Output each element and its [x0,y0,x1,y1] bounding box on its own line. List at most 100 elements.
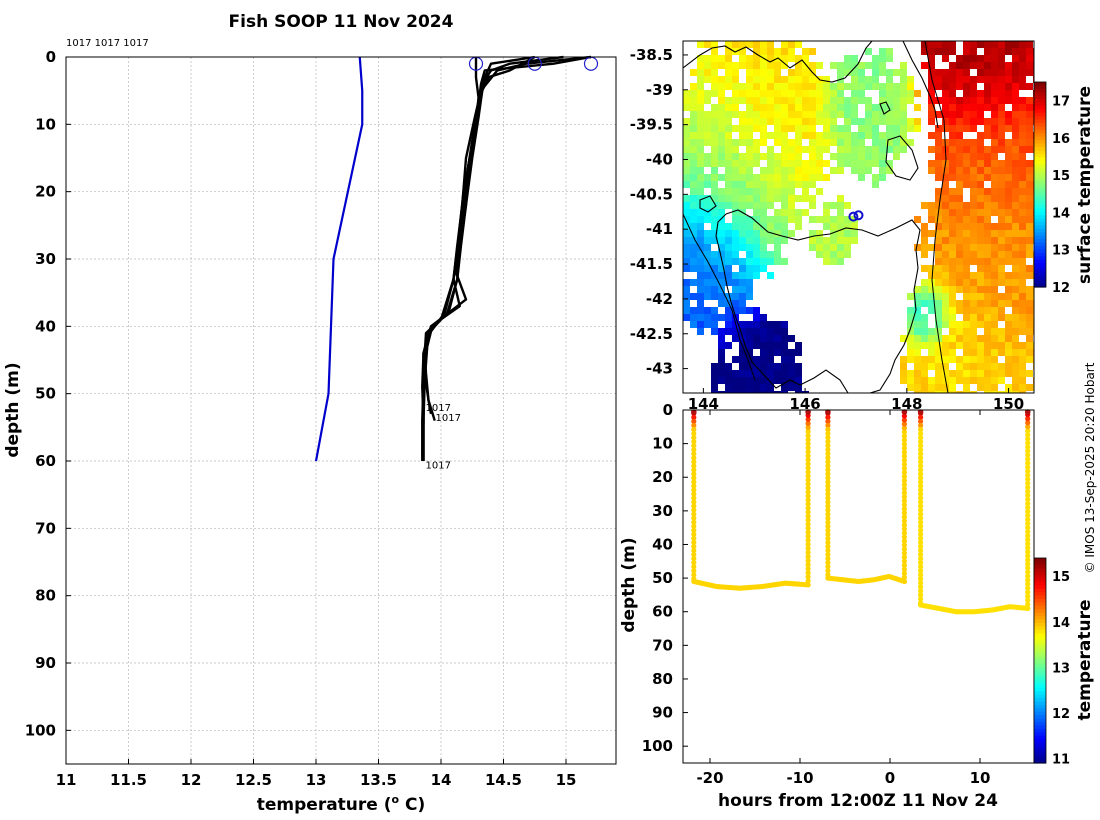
sst-cell [816,160,823,167]
sst-cell [1005,258,1012,265]
sst-cell [718,216,725,223]
profile-x-label-degree: o [392,793,400,806]
sst-cell [753,118,760,125]
sst-cell [851,132,858,139]
sst-cell [823,216,830,223]
timeseries-point [691,535,697,542]
sst-cell [1012,293,1019,300]
sst-cell [998,174,1005,181]
sst-cell [970,258,977,265]
timeseries-y-tick-label: 0 [663,401,673,419]
sst-cell [788,335,795,342]
sst-cell [739,195,746,202]
sst-cell [809,160,816,167]
sst-cell [865,111,872,118]
sst-cell [725,307,732,314]
sst-cell [718,76,725,83]
sst-cell [991,384,998,391]
sst-cell [851,76,858,83]
sst-cell [949,258,956,265]
sst-cell [802,118,809,125]
sst-cell [900,97,907,104]
sst-cell [879,104,886,111]
sst-cell [767,335,774,342]
sst-cell [977,181,984,188]
sst-cell [704,118,711,125]
sst-cell [1012,69,1019,76]
sst-cell [935,48,942,55]
sst-cell [998,181,1005,188]
sst-cell [970,174,977,181]
sst-cell [949,111,956,118]
sst-cell [1026,132,1033,139]
timeseries-point [918,539,924,546]
timeseries-point [901,514,908,520]
sst-cell [725,111,732,118]
sst-cell [697,132,704,139]
timeseries-point [1025,424,1031,430]
timeseries-point [918,467,924,473]
sst-cell [753,321,760,328]
sst-cell [725,293,732,300]
sst-cell [767,69,774,76]
sst-cell [753,97,760,104]
sst-cell [935,230,942,237]
sst-cell [1005,118,1012,125]
sst-cell [690,111,697,118]
sst-cell [949,321,956,328]
sst-cell [921,356,928,363]
sst-cell [746,76,753,83]
sst-cell [746,251,753,258]
sst-cell [844,223,851,230]
sst-cell [760,384,767,391]
sst-cell [914,342,921,349]
temperature-colorbar-segment [1034,735,1046,740]
sst-cell [963,76,970,83]
temperature-colorbar-segment [1034,616,1046,621]
sst-cell [970,97,977,104]
sst-colorbar-segment [1034,215,1046,220]
sst-cell [963,104,970,111]
sst-cell [991,48,998,55]
sst-cell [907,356,914,363]
timeseries-point [918,572,924,578]
sst-cell [984,104,991,111]
sst-cell [781,188,788,195]
timeseries-x-label: hours from 12:00Z 11 Nov 24 [718,791,998,811]
sst-cell [977,195,984,202]
sst-cell [970,279,977,286]
sst-cell [739,363,746,370]
sst-cell [837,90,844,97]
timeseries-surface-point [825,409,831,415]
coastline-layer [683,41,949,393]
sst-cell [879,69,886,76]
sst-cell [690,237,697,244]
sst-cell [977,230,984,237]
sst-cell [872,153,879,160]
sst-cell [781,363,788,370]
sst-cell [788,41,795,48]
sst-cell [746,363,753,370]
sst-cell [732,69,739,76]
timeseries-point [825,479,831,485]
sst-cell [1019,188,1026,195]
sst-cell [865,83,872,90]
sst-cell [767,167,774,174]
sst-cell [746,391,753,393]
sst-cell [697,258,704,265]
sst-cell [760,195,767,202]
sst-cell [711,125,718,132]
timeseries-point [691,547,697,554]
timeseries-point [901,538,908,544]
timeseries-point [825,547,831,554]
sst-cell [991,370,998,377]
sst-cell [718,370,725,377]
timeseries-point [1025,420,1031,426]
timeseries-point [901,530,908,536]
sst-colorbar-segment [1034,263,1046,268]
sst-cell [704,293,711,300]
sst-cell [907,377,914,384]
sst-cell [760,349,767,356]
sst-cell [753,377,760,384]
